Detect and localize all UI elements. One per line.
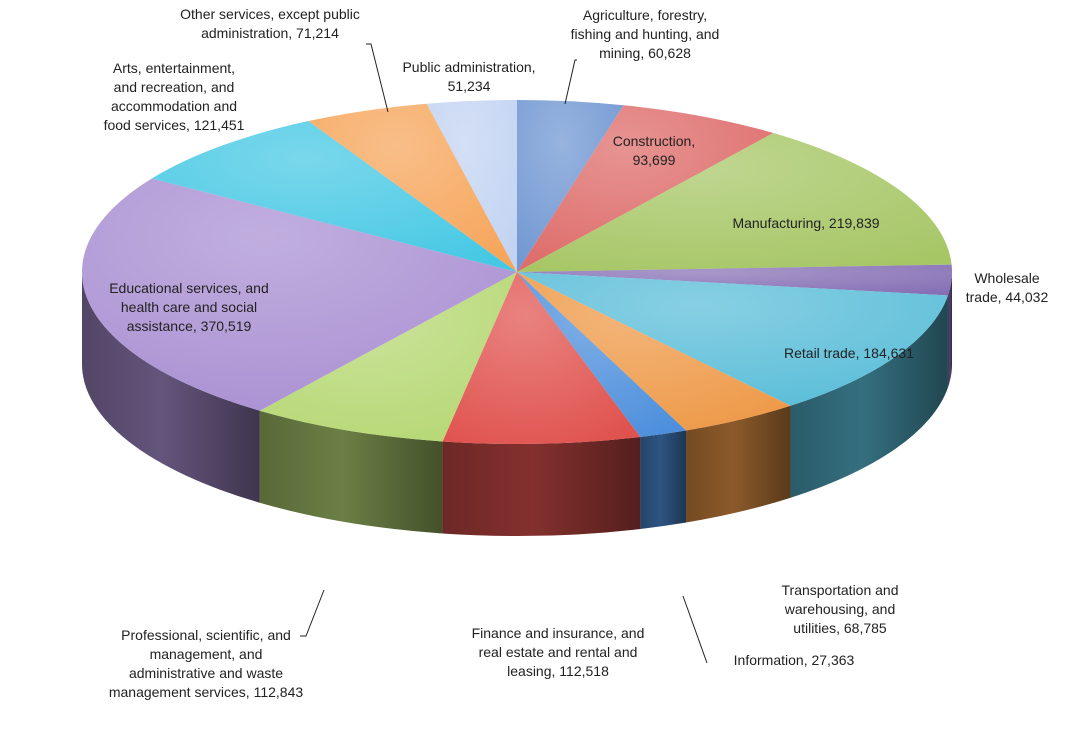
slice-side-shading xyxy=(259,410,443,534)
data-label-wholesale-trade: Wholesale trade, 44,032 xyxy=(966,270,1049,305)
data-label-transportation-and-warehousing-and-utilities: Transportation and warehousing, and utilit… xyxy=(782,582,899,636)
slice-highlight xyxy=(151,121,517,272)
slice-highlight xyxy=(517,272,948,406)
data-label-information: Information, 27,363 xyxy=(734,652,855,668)
data-label-finance-and-insurance-and-real-estate-and-rental-and-leasing: Finance and insurance, and real estate an… xyxy=(472,625,645,679)
data-label-line: 51,234 xyxy=(448,78,491,94)
data-label-arts-entertainment-and-recreation-and-accommodation-and-food-services: Arts, entertainment, and recreation, and a… xyxy=(104,60,245,133)
data-label-line: administrative and waste xyxy=(129,665,283,681)
data-label-other-services-except-public-administration: Other services, except public administrat… xyxy=(180,6,360,41)
data-label-line: Other services, except public xyxy=(180,6,360,22)
data-label-line: assistance, 370,519 xyxy=(127,318,252,334)
data-label-construction: Construction, 93,699 xyxy=(613,133,695,168)
slice-highlight xyxy=(259,272,517,442)
slice-highlight xyxy=(308,103,517,272)
data-label-public-administration: Public administration, 51,234 xyxy=(402,59,535,94)
slice-highlight xyxy=(517,264,953,296)
data-label-educational-services-and-health-care-and-social-assistance: Educational services, and health care and… xyxy=(109,280,269,334)
data-label-line: Public administration, xyxy=(402,59,535,75)
data-label-line: Professional, scientific, and xyxy=(121,627,291,643)
leader-line-agriculture-forestry-fishing-and-hunting-and-mining xyxy=(564,59,577,105)
data-label-line: utilities, 68,785 xyxy=(793,620,887,636)
data-label-line: Arts, entertainment, xyxy=(113,60,235,76)
slice-highlight xyxy=(442,272,641,444)
data-label-line: management services, 112,843 xyxy=(109,684,304,700)
data-label-line: Educational services, and xyxy=(109,280,269,296)
slice-side-shading xyxy=(82,272,260,503)
data-label-line: accommodation and xyxy=(111,98,237,114)
data-label-line: Agriculture, forestry, xyxy=(583,7,707,23)
data-label-line: administration, 71,214 xyxy=(201,25,339,41)
data-label-line: 93,699 xyxy=(633,152,676,168)
slice-highlight xyxy=(517,133,952,272)
slice-highlight xyxy=(82,178,518,411)
data-label-manufacturing: Manufacturing, 219,839 xyxy=(732,215,879,231)
leader-line-information xyxy=(682,595,708,664)
data-label-line: Construction, xyxy=(613,133,695,149)
data-label-line: Wholesale xyxy=(974,270,1040,286)
slice-side-shading xyxy=(442,436,641,536)
slice-side-shading xyxy=(790,295,948,498)
data-label-line: mining, 60,628 xyxy=(599,45,691,61)
data-label-line: Manufacturing, 219,839 xyxy=(732,215,879,231)
slice-side-shading xyxy=(640,430,687,529)
data-label-line: leasing, 112,518 xyxy=(507,663,609,679)
slice-side-shading xyxy=(686,405,791,523)
data-label-line: Information, 27,363 xyxy=(734,652,855,668)
slice-highlight xyxy=(517,105,774,272)
slice-side-shading xyxy=(947,272,952,388)
data-label-retail-trade: Retail trade, 184,631 xyxy=(784,345,914,361)
leader-line-other-services-except-public-administration xyxy=(366,43,389,113)
data-label-agriculture-forestry-fishing-and-hunting-and-mining: Agriculture, forestry, fishing and huntin… xyxy=(571,7,720,61)
data-label-line: fishing and hunting, and xyxy=(571,26,720,42)
slice-highlight xyxy=(517,272,687,437)
slice-highlight xyxy=(517,272,791,431)
slice-highlight xyxy=(517,100,624,272)
slice-highlight xyxy=(426,100,517,272)
data-label-professional-scientific-and-management-and-administrative-and-waste-management-services: Professional, scientific, and management,… xyxy=(109,627,304,700)
data-label-line: real estate and rental and xyxy=(479,644,638,660)
data-label-line: food services, 121,451 xyxy=(104,117,245,133)
data-label-line: health care and social xyxy=(121,299,257,315)
data-label-line: management, and xyxy=(150,646,263,662)
data-label-line: trade, 44,032 xyxy=(966,289,1049,305)
data-label-line: Finance and insurance, and xyxy=(472,625,645,641)
data-label-line: Transportation and xyxy=(782,582,899,598)
data-label-line: and recreation, and xyxy=(114,79,235,95)
data-label-line: warehousing, and xyxy=(784,601,896,617)
leader-line-professional-scientific-and-management-and-administrative-and-waste-management-services xyxy=(300,589,325,637)
data-label-line: Retail trade, 184,631 xyxy=(784,345,914,361)
